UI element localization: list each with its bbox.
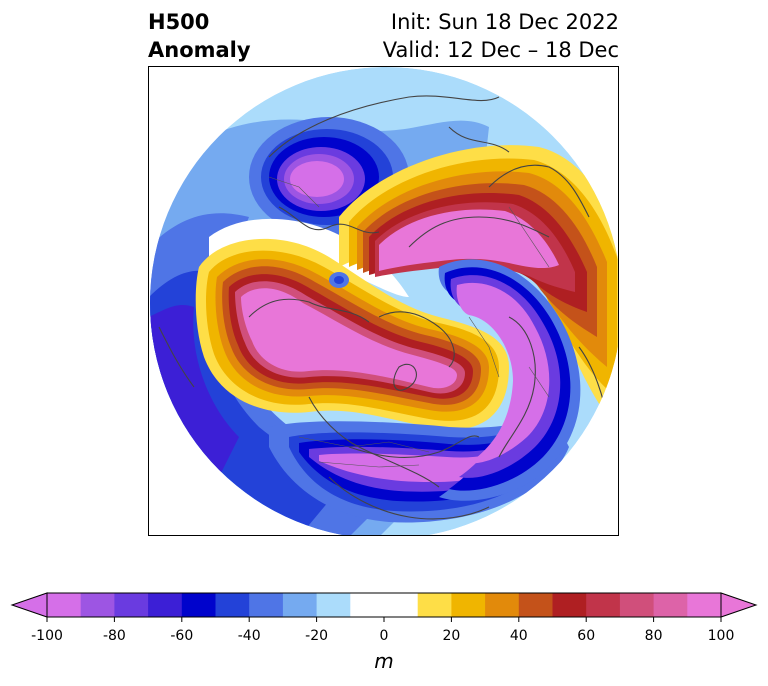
map-title-left: H500 Anomaly [148, 8, 251, 64]
colorbar-tick-label: -60 [170, 628, 193, 644]
map-title-right: Init: Sun 18 Dec 2022 Valid: 12 Dec – 18… [383, 8, 619, 64]
colorbar-segment [47, 593, 82, 617]
colorbar-tick-label: 60 [577, 628, 595, 644]
colorbar-segment [417, 593, 452, 617]
colorbar-tick-label: 100 [708, 628, 735, 644]
colorbar-segment [249, 593, 284, 617]
init-time: Init: Sun 18 Dec 2022 [390, 10, 619, 34]
colorbar-over-arrow [720, 592, 758, 618]
colorbar-tick-label: -80 [103, 628, 126, 644]
colorbar-segment [316, 593, 351, 617]
coastlines [158, 95, 610, 520]
colorbar-segment [350, 593, 385, 617]
title-variable: H500 [148, 10, 210, 34]
colorbar-units: m [374, 649, 393, 673]
colorbar-segment [586, 593, 621, 617]
colorbar-tick-label: 20 [442, 628, 460, 644]
colorbar-segment [552, 593, 587, 617]
colorbar-tick-label: -20 [305, 628, 328, 644]
title-field: Anomaly [148, 38, 251, 62]
colorbar-segment [653, 593, 688, 617]
colorbar-segment [619, 593, 655, 617]
country-borders [268, 176, 550, 468]
colorbar-segment [282, 593, 318, 617]
colorbar-segment [451, 593, 486, 617]
colorbar-tick-label: 0 [380, 628, 389, 644]
colorbar-segment [518, 593, 553, 617]
valid-range: Valid: 12 Dec – 18 Dec [382, 38, 619, 62]
colorbar-tick-label: 80 [645, 628, 663, 644]
anomaly-map-svg [150, 67, 618, 535]
colorbar-segment [687, 593, 722, 617]
colorbar-tick-label: 40 [510, 628, 528, 644]
colorbar-segment [485, 593, 520, 617]
colorbar-tick-label: -100 [31, 628, 63, 644]
colorbar-segments [47, 593, 722, 617]
colorbar-segment [148, 593, 183, 617]
colorbar-segment [215, 593, 250, 617]
colorbar-tick-label: -40 [238, 628, 261, 644]
anomaly-map [148, 66, 619, 536]
colorbar-under-arrow [10, 592, 48, 618]
colorbar-segment [80, 593, 115, 617]
colorbar-segment [181, 593, 216, 617]
colorbar: -100 -80 -60 -40 -20 0 20 40 60 80 100 m [10, 592, 758, 673]
colorbar-segment [384, 593, 419, 617]
colorbar-segment [114, 593, 149, 617]
colorbar-ticks: -100 -80 -60 -40 -20 0 20 40 60 80 100 [31, 617, 734, 644]
